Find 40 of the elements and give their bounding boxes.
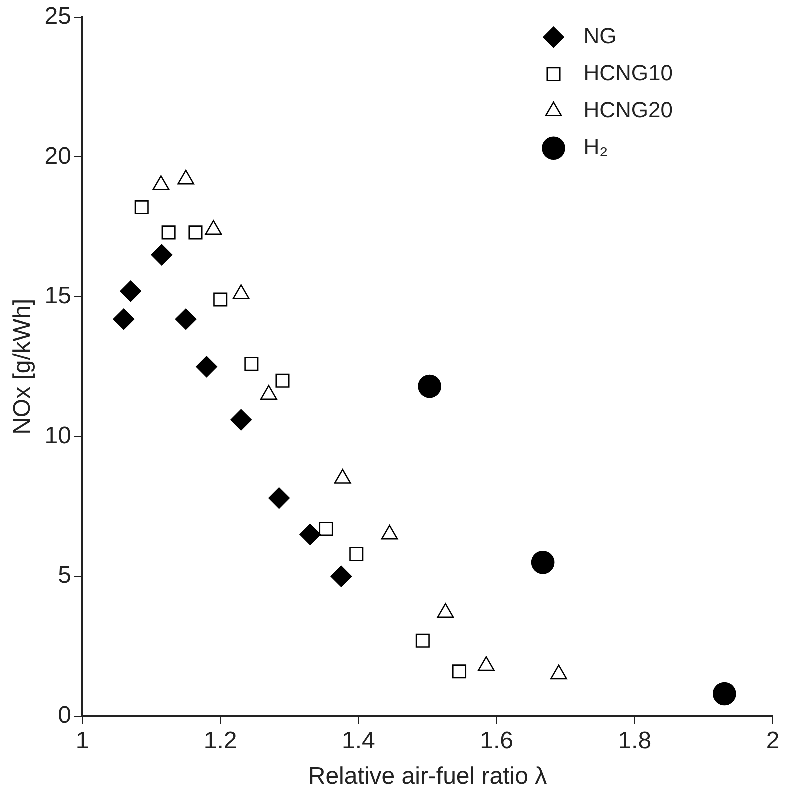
y-tick-label: 20 <box>44 142 72 170</box>
point <box>276 374 290 388</box>
point <box>319 522 334 536</box>
y-tick-label: 5 <box>58 562 72 590</box>
point <box>244 357 259 372</box>
legend-label: HCNG20 <box>584 97 674 122</box>
legend-label: HCNG10 <box>584 60 674 86</box>
point <box>418 374 442 398</box>
point <box>214 292 228 307</box>
point <box>713 682 736 706</box>
legend-label: H₂ <box>584 134 608 160</box>
point <box>113 308 135 330</box>
point <box>134 200 149 215</box>
legend-label: NG <box>584 23 617 48</box>
point <box>416 634 430 648</box>
x-tick-label: 1.2 <box>204 727 238 754</box>
x-tick-label: 1.6 <box>480 727 514 754</box>
point <box>188 226 203 240</box>
y-tick-label: 15 <box>44 282 72 310</box>
point <box>175 308 197 330</box>
point <box>162 226 176 240</box>
y-tick-label: 10 <box>44 422 72 450</box>
x-tick-label: 1 <box>76 727 90 754</box>
point <box>120 280 142 302</box>
point <box>268 488 290 509</box>
x-tick-label: 1.8 <box>618 727 652 754</box>
x-tick-label: 1.4 <box>342 727 376 754</box>
point <box>196 356 218 378</box>
point <box>151 244 173 266</box>
y-axis-title: NOx [g/kWh] <box>9 298 36 435</box>
y-tick-label: 0 <box>58 702 72 730</box>
point <box>230 409 252 431</box>
x-tick-label: 2 <box>766 727 780 754</box>
x-axis-title: Relative air-fuel ratio λ <box>308 763 548 790</box>
y-tick-label: 25 <box>44 3 72 30</box>
point <box>350 547 364 562</box>
point <box>300 524 322 546</box>
point <box>531 550 555 574</box>
point <box>330 566 352 588</box>
point <box>452 664 467 679</box>
